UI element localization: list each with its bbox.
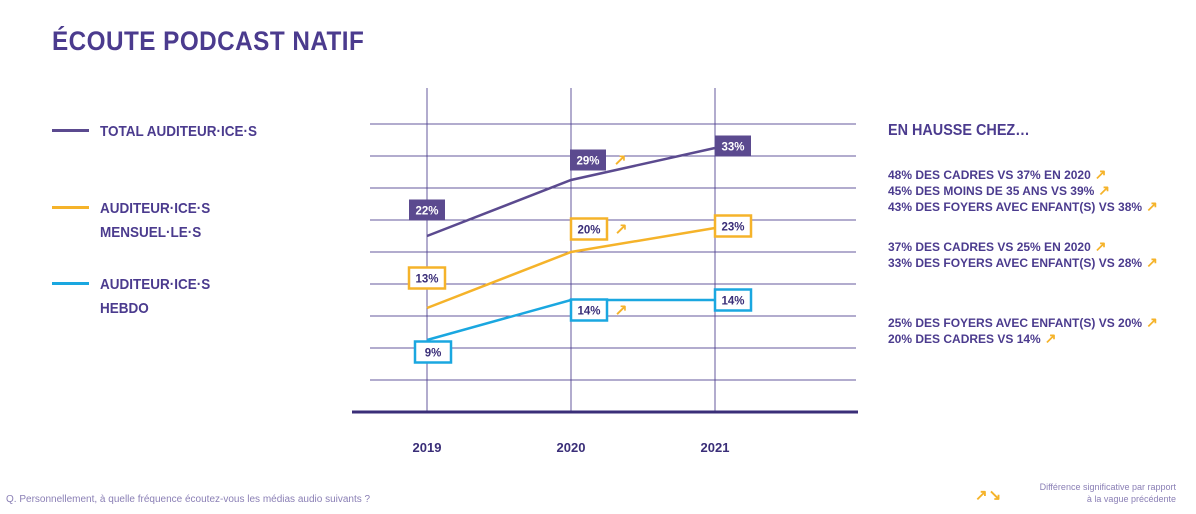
stat-text: 25% DES FOYERS AVEC ENFANT(S) VS 20% [888, 316, 1143, 330]
stat-line: 37% DES CADRES VS 25% EN 2020 ↗ [888, 238, 1107, 255]
data-label-box [407, 266, 447, 290]
data-label-box [569, 298, 609, 322]
stat-line: 45% DES MOINS DE 35 ANS VS 39% ↗ [888, 182, 1110, 199]
legend-label-total: TOTAL AUDITEUR·ICE·S [100, 123, 258, 140]
data-label-box [713, 214, 753, 238]
trend-up-icon: ↗ [1094, 238, 1107, 254]
trend-up-icon: ↗ [1094, 166, 1107, 182]
stat-text: 33% DES FOYERS AVEC ENFANT(S) VS 28% [888, 256, 1143, 270]
trend-up-icon: ↗ [614, 220, 627, 239]
trend-up-icon: ↗ [614, 301, 627, 320]
stat-line: 33% DES FOYERS AVEC ENFANT(S) VS 28% ↗ [888, 254, 1158, 271]
data-label-box [570, 149, 606, 171]
x-tick-label: 2020 [557, 440, 586, 455]
data-label: 14% [577, 306, 600, 318]
series-line [426, 146, 716, 238]
stat-text: 48% DES CADRES VS 37% EN 2020 [888, 168, 1091, 182]
legend-swatch-hebdo [52, 282, 89, 285]
trend-up-icon: ↗ [1146, 314, 1158, 330]
stat-text: 37% DES CADRES VS 25% EN 2020 [888, 240, 1091, 254]
stat-line: 20% DES CADRES VS 14% ↗ [888, 330, 1056, 347]
trend-up-icon: ↗ [1098, 182, 1111, 198]
series-line [426, 226, 716, 310]
data-label: 29% [576, 156, 599, 168]
stat-line: 25% DES FOYERS AVEC ENFANT(S) VS 20% ↗ [888, 314, 1158, 331]
x-tick-label: 2021 [701, 440, 730, 455]
footnote: Q. Personnellement, à quelle fréquence é… [6, 494, 371, 505]
data-label-box [569, 217, 609, 241]
significance-arrows-icon: ↗↘ [975, 487, 1003, 504]
data-label: 20% [577, 225, 600, 237]
legend-swatch-mensuel [52, 206, 89, 209]
legend-label-mensuel: AUDITEUR·ICE·S MENSUEL·LE·S [100, 200, 211, 241]
data-label-box [713, 288, 753, 312]
data-label: 13% [415, 274, 438, 286]
legend-swatch-total [52, 129, 89, 132]
right-panel-title: EN HAUSSE CHEZ… [888, 122, 1030, 139]
data-label: 9% [425, 348, 442, 360]
significance-note: Différence significative par rapport à l… [1039, 482, 1176, 504]
legend-label-hebdo: AUDITEUR·ICE·S HEBDO [100, 276, 211, 317]
stat-text: 43% DES FOYERS AVEC ENFANT(S) VS 38% [888, 200, 1143, 214]
stat-text: 45% DES MOINS DE 35 ANS VS 39% [888, 184, 1095, 198]
trend-up-icon: ↗ [1146, 254, 1158, 270]
trend-up-icon: ↗ [613, 151, 626, 170]
data-label: 14% [721, 296, 744, 308]
data-label-box [413, 340, 453, 364]
data-label: 23% [721, 222, 744, 234]
stat-text: 20% DES CADRES VS 14% [888, 332, 1041, 346]
data-label: 22% [415, 206, 438, 218]
trend-up-icon: ↗ [1146, 198, 1158, 214]
trend-up-icon: ↗ [1044, 330, 1057, 346]
data-label: 33% [721, 142, 744, 154]
stat-line: 48% DES CADRES VS 37% EN 2020 ↗ [888, 166, 1107, 183]
x-tick-label: 2019 [413, 440, 442, 455]
data-label-box [409, 199, 445, 221]
data-label-box [715, 135, 751, 157]
stat-line: 43% DES FOYERS AVEC ENFANT(S) VS 38% ↗ [888, 198, 1158, 215]
page-title: ÉCOUTE PODCAST NATIF [52, 26, 365, 56]
